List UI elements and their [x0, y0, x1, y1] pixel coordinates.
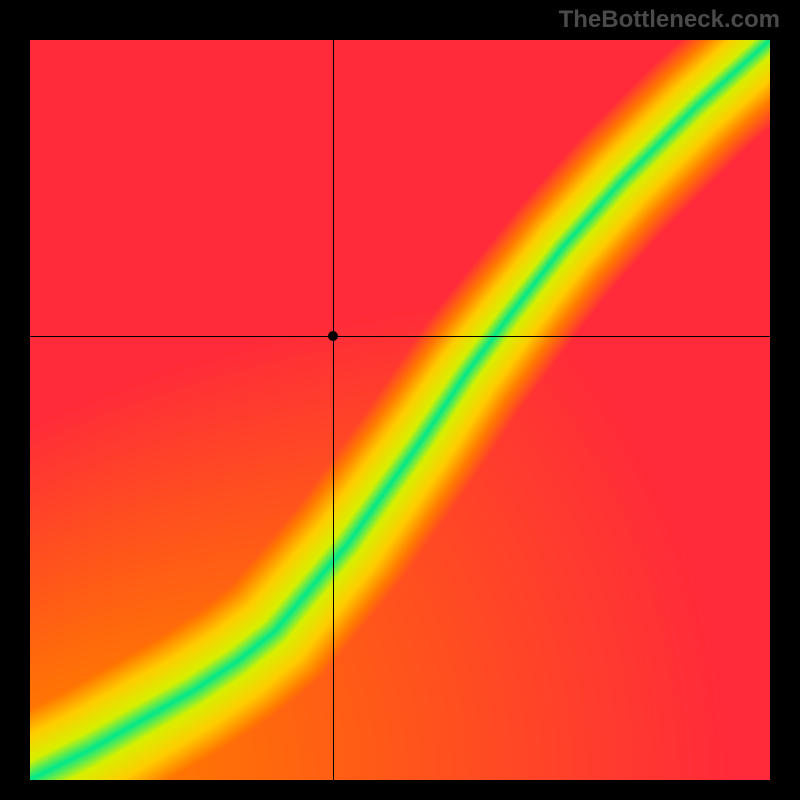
heatmap-plot [30, 40, 770, 780]
intersection-marker [328, 331, 338, 341]
crosshair-vertical [333, 40, 334, 780]
watermark-text: TheBottleneck.com [559, 6, 780, 34]
heatmap-canvas [30, 40, 770, 780]
crosshair-horizontal [30, 336, 770, 337]
